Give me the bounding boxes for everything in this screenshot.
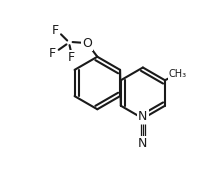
Text: F: F bbox=[67, 51, 75, 64]
Text: O: O bbox=[82, 37, 92, 50]
Text: CH₃: CH₃ bbox=[168, 69, 186, 79]
Text: N: N bbox=[138, 110, 148, 124]
Text: F: F bbox=[52, 24, 59, 37]
Text: F: F bbox=[49, 47, 56, 60]
Text: N: N bbox=[138, 138, 148, 151]
